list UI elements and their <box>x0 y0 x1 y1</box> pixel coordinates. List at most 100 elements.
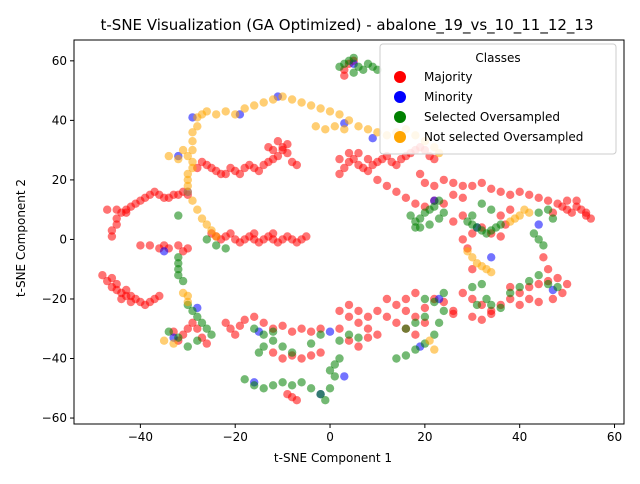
legend-marker <box>394 131 406 143</box>
data-point <box>506 190 515 199</box>
data-point <box>221 244 230 253</box>
data-point <box>430 297 439 307</box>
data-point <box>449 190 458 199</box>
data-point <box>250 229 259 238</box>
data-point <box>477 279 486 289</box>
data-point <box>534 193 543 202</box>
data-point <box>496 220 505 229</box>
legend-marker <box>394 111 406 123</box>
data-point <box>316 330 325 339</box>
data-point <box>373 330 382 339</box>
data-point <box>340 125 349 134</box>
data-point <box>534 235 543 244</box>
data-point <box>525 294 534 304</box>
data-point <box>449 178 458 188</box>
data-point <box>344 300 354 310</box>
data-point <box>221 107 230 116</box>
data-point <box>183 175 192 185</box>
x-tick-label: 40 <box>512 430 527 444</box>
data-point <box>354 318 363 327</box>
data-point <box>112 279 121 289</box>
data-point <box>330 122 339 131</box>
x-tick-label: 0 <box>326 430 334 444</box>
data-point <box>321 125 330 134</box>
data-point <box>169 339 178 348</box>
data-point <box>439 288 448 298</box>
data-point <box>525 190 534 199</box>
data-point <box>392 300 401 310</box>
data-point <box>548 294 558 304</box>
data-point <box>268 348 278 357</box>
data-point <box>321 396 330 405</box>
data-point <box>183 244 192 253</box>
data-point <box>183 324 192 333</box>
data-point <box>316 390 325 399</box>
data-point <box>259 98 268 107</box>
data-point <box>212 232 221 241</box>
data-point <box>188 318 197 327</box>
data-point <box>297 378 306 387</box>
data-point <box>287 327 297 336</box>
data-point <box>268 95 278 104</box>
data-point <box>363 125 373 134</box>
data-point <box>468 229 477 238</box>
data-point <box>193 312 202 321</box>
data-point <box>539 253 548 262</box>
data-point <box>306 339 316 348</box>
data-point <box>316 324 325 333</box>
data-point <box>278 354 287 363</box>
data-point <box>411 345 420 354</box>
data-point <box>392 354 401 363</box>
data-point <box>188 306 197 316</box>
data-point <box>250 324 259 333</box>
legend-entry: Selected Oversampled <box>424 110 560 124</box>
data-point <box>515 288 524 298</box>
data-point <box>439 306 448 316</box>
data-point <box>411 223 420 232</box>
data-point <box>477 178 486 188</box>
data-point <box>344 312 354 321</box>
legend: Classes Majority Minority Selected Oversam… <box>379 43 617 155</box>
data-point <box>458 193 467 202</box>
data-point <box>268 381 278 390</box>
data-point <box>207 226 216 235</box>
data-point <box>197 318 207 327</box>
data-point <box>306 327 316 336</box>
x-tick-label: 60 <box>607 430 622 444</box>
data-point <box>193 205 202 214</box>
data-point <box>468 181 477 191</box>
data-point <box>259 330 268 339</box>
data-point <box>449 309 458 319</box>
data-point <box>487 184 496 193</box>
data-point <box>325 366 335 375</box>
data-point <box>430 181 439 191</box>
data-point <box>496 303 505 313</box>
data-point <box>292 396 301 405</box>
data-point <box>543 196 553 205</box>
data-point <box>543 279 553 289</box>
data-point <box>335 324 344 333</box>
data-point <box>122 208 131 217</box>
axes-layer: −40 −20 0 20 40 60 −60 −40 −20 0 20 40 60 <box>42 39 625 444</box>
data-point <box>188 163 197 173</box>
data-point <box>193 336 202 345</box>
data-point <box>112 205 121 214</box>
data-point <box>363 333 373 342</box>
data-point <box>107 232 117 241</box>
data-point <box>434 318 444 327</box>
data-point <box>283 148 292 158</box>
x-axis-label: t-SNE Component 1 <box>274 451 392 465</box>
data-point <box>335 306 344 316</box>
data-point <box>468 211 477 220</box>
data-point <box>183 342 192 351</box>
y-tick-label: 0 <box>59 232 67 246</box>
data-point <box>174 211 183 220</box>
data-point <box>292 160 301 170</box>
data-point <box>458 235 467 244</box>
data-point <box>449 217 458 226</box>
data-point <box>472 300 482 310</box>
data-point <box>250 381 259 390</box>
data-point <box>415 169 425 179</box>
data-point <box>164 327 173 336</box>
data-point <box>411 312 420 321</box>
